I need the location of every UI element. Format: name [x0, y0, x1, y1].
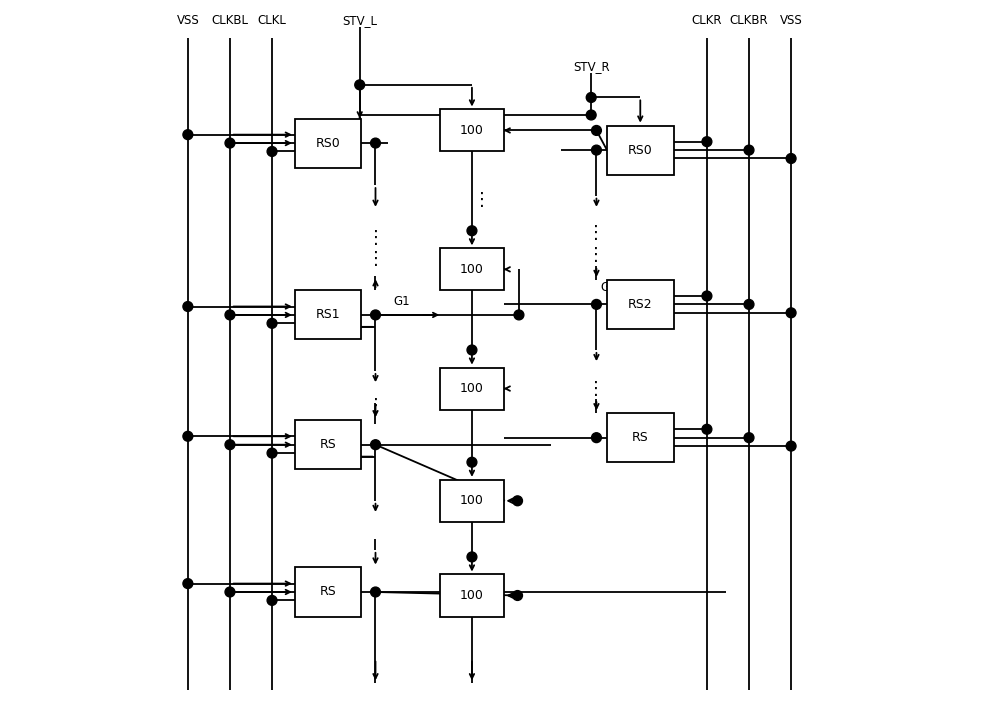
Circle shape: [267, 448, 277, 458]
Circle shape: [592, 145, 601, 155]
Text: ⋮: ⋮: [473, 191, 491, 209]
Bar: [607, 280, 674, 329]
Circle shape: [514, 310, 524, 320]
Circle shape: [786, 308, 796, 317]
Text: RS: RS: [320, 438, 337, 451]
Bar: [440, 368, 504, 409]
Circle shape: [592, 300, 601, 309]
Text: CLKBL: CLKBL: [211, 13, 248, 27]
Circle shape: [467, 457, 477, 467]
Circle shape: [592, 433, 601, 443]
Text: G1: G1: [393, 295, 410, 308]
Circle shape: [592, 126, 601, 135]
Circle shape: [786, 153, 796, 163]
Circle shape: [513, 590, 522, 600]
Circle shape: [225, 440, 235, 450]
Text: 100: 100: [460, 263, 484, 276]
Circle shape: [586, 110, 596, 120]
Text: 100: 100: [460, 494, 484, 508]
Circle shape: [183, 130, 193, 139]
Text: ⋮: ⋮: [366, 229, 384, 247]
Circle shape: [267, 146, 277, 156]
Circle shape: [744, 433, 754, 443]
Circle shape: [225, 587, 235, 597]
Text: ⋮: ⋮: [366, 397, 384, 415]
Circle shape: [702, 291, 712, 301]
Text: ⋮: ⋮: [366, 250, 384, 268]
Text: RS1: RS1: [316, 308, 340, 322]
Circle shape: [267, 318, 277, 328]
Text: 100: 100: [460, 589, 484, 602]
Circle shape: [744, 145, 754, 155]
Circle shape: [702, 136, 712, 146]
Circle shape: [371, 587, 380, 597]
Circle shape: [371, 310, 380, 320]
Circle shape: [225, 138, 235, 148]
Text: STV_R: STV_R: [573, 60, 610, 73]
Circle shape: [225, 310, 235, 320]
Text: ⋮: ⋮: [587, 224, 605, 242]
Circle shape: [183, 431, 193, 441]
Bar: [295, 568, 361, 617]
Circle shape: [744, 300, 754, 309]
Text: STV_L: STV_L: [342, 13, 377, 27]
Bar: [440, 248, 504, 291]
Bar: [440, 480, 504, 522]
Circle shape: [467, 226, 477, 235]
Text: RS: RS: [320, 585, 337, 599]
Text: VSS: VSS: [176, 13, 199, 27]
Bar: [295, 420, 361, 469]
Circle shape: [183, 578, 193, 588]
Text: RS: RS: [632, 431, 649, 444]
Text: ⋮: ⋮: [587, 246, 605, 264]
Circle shape: [371, 138, 380, 148]
Bar: [607, 126, 674, 175]
Text: ⋮: ⋮: [587, 380, 605, 397]
Circle shape: [786, 441, 796, 451]
Text: VSS: VSS: [780, 13, 802, 27]
Circle shape: [267, 595, 277, 605]
Bar: [607, 413, 674, 462]
Text: 100: 100: [460, 382, 484, 395]
Circle shape: [371, 440, 380, 450]
Bar: [295, 119, 361, 168]
Circle shape: [513, 496, 522, 506]
Text: CLKBR: CLKBR: [730, 13, 768, 27]
Bar: [440, 110, 504, 151]
Bar: [295, 291, 361, 339]
Text: 100: 100: [460, 124, 484, 137]
Text: RS0: RS0: [628, 144, 653, 156]
Circle shape: [467, 552, 477, 562]
Text: CLKR: CLKR: [692, 13, 722, 27]
Text: RS2: RS2: [628, 298, 653, 311]
Circle shape: [355, 80, 365, 90]
Text: RS0: RS0: [316, 136, 341, 150]
Bar: [440, 575, 504, 617]
Text: G2: G2: [600, 281, 617, 294]
Circle shape: [586, 93, 596, 103]
Circle shape: [183, 302, 193, 311]
Circle shape: [702, 424, 712, 434]
Text: CLKL: CLKL: [258, 13, 286, 27]
Circle shape: [467, 345, 477, 355]
